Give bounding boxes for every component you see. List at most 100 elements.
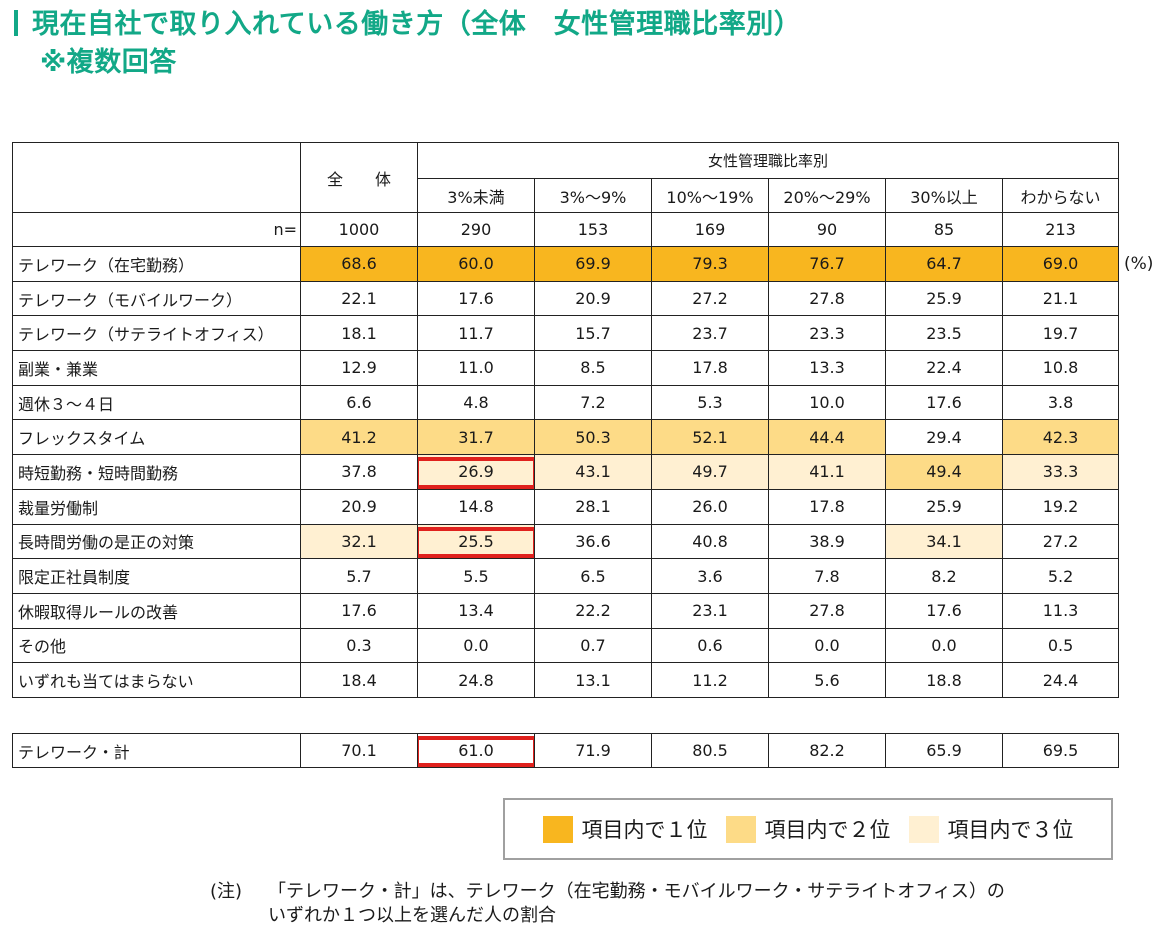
value-cell: 76.7: [768, 246, 886, 282]
footnote-key: (注): [210, 881, 243, 902]
value-cell: 14.8: [417, 488, 535, 525]
value-cell: 27.2: [651, 280, 769, 317]
n-value: 1000: [300, 212, 418, 247]
row-label: 週休３～４日: [12, 384, 301, 421]
value-cell: 10.8: [1001, 350, 1120, 386]
value-cell: 27.8: [768, 592, 886, 629]
n-value: 153: [534, 212, 652, 247]
row-label: その他: [12, 627, 301, 664]
value-cell: 40.8: [651, 523, 769, 560]
column-header: 30%以上: [885, 178, 1003, 213]
row-label: 時短勤務・短時間勤務: [12, 454, 301, 490]
value-cell: 13.4: [417, 592, 535, 629]
value-cell: 23.7: [651, 315, 769, 352]
page-title: 現在自社で取り入れている働き方（全体 女性管理職比率別） ※複数回答: [14, 6, 801, 82]
unit-label: (%): [1124, 254, 1154, 274]
table-row: いずれも当てはまらない 18.4 24.8 13.1 11.2 5.6 18.8 24.4: [12, 662, 1120, 698]
value-cell: 68.6: [300, 246, 418, 282]
legend-label-rank1: 項目内で１位: [581, 818, 708, 842]
value-cell: 23.3: [768, 315, 886, 352]
value-cell: 60.0: [417, 246, 535, 282]
total-value-cell: 82.2: [768, 733, 886, 768]
value-cell: 36.6: [534, 523, 652, 560]
row-label: 限定正社員制度: [12, 558, 301, 594]
value-cell: 5.3: [651, 384, 769, 421]
value-cell: 31.7: [417, 419, 535, 456]
value-cell: 44.4: [768, 419, 886, 456]
row-label: テレワーク（サテライトオフィス）: [12, 315, 301, 352]
value-cell: 26.9: [417, 454, 535, 490]
table-row: その他 0.3 0.0 0.7 0.6 0.0 0.0 0.5: [12, 627, 1120, 664]
value-cell: 22.1: [300, 280, 418, 317]
value-cell: 20.9: [534, 280, 652, 317]
column-header: 3%未満: [417, 178, 535, 213]
value-cell: 11.2: [651, 662, 769, 698]
value-cell: 42.3: [1001, 419, 1120, 456]
value-cell: 50.3: [534, 419, 652, 456]
value-cell: 23.5: [885, 315, 1003, 352]
table-row: 長時間労働の是正の対策 32.1 25.5 36.6 40.8 38.9 34.1 27.2: [12, 523, 1120, 560]
value-cell: 5.2: [1001, 558, 1120, 594]
value-cell: 23.1: [651, 592, 769, 629]
table-row: 裁量労働制 20.9 14.8 28.1 26.0 17.8 25.9 19.2: [12, 488, 1120, 525]
value-cell: 49.4: [885, 454, 1003, 490]
legend-item-rank1: 項目内で１位: [542, 814, 708, 844]
legend-swatch-rank3: [908, 815, 939, 843]
row-label: 休暇取得ルールの改善: [12, 592, 301, 629]
value-cell: 25.9: [885, 280, 1003, 317]
table-row: 副業・兼業 12.9 11.0 8.5 17.8 13.3 22.4 10.8: [12, 350, 1120, 386]
value-cell: 27.2: [1001, 523, 1120, 560]
value-cell: 17.6: [417, 280, 535, 317]
value-cell: 34.1: [885, 523, 1003, 560]
value-cell: 22.2: [534, 592, 652, 629]
value-cell: 18.1: [300, 315, 418, 352]
value-cell: 6.5: [534, 558, 652, 594]
value-cell: 27.8: [768, 280, 886, 317]
value-cell: 12.9: [300, 350, 418, 386]
value-cell: 22.4: [885, 350, 1003, 386]
value-cell: 0.6: [651, 627, 769, 664]
legend-item-rank3: 項目内で３位: [908, 814, 1074, 844]
table-row: テレワーク（在宅勤務） 68.6 60.0 69.9 79.3 76.7 64.7 69.0: [12, 246, 1120, 282]
table-row: テレワーク（モバイルワーク） 22.1 17.6 20.9 27.2 27.8 25.9 21…: [12, 280, 1120, 317]
total-value-cell: 65.9: [885, 733, 1003, 768]
value-cell: 7.8: [768, 558, 886, 594]
value-cell: 6.6: [300, 384, 418, 421]
title-subtitle: ※複数回答: [40, 47, 177, 78]
value-cell: 17.6: [300, 592, 418, 629]
table-row: 限定正社員制度 5.7 5.5 6.5 3.6 7.8 8.2 5.2: [12, 558, 1120, 594]
value-cell: 69.0: [1001, 246, 1120, 282]
value-cell: 17.6: [885, 592, 1003, 629]
value-cell: 18.4: [300, 662, 418, 698]
value-cell: 21.1: [1001, 280, 1120, 317]
value-cell: 24.4: [1001, 662, 1120, 698]
n-value: 213: [1001, 212, 1120, 247]
value-cell: 19.2: [1001, 488, 1120, 525]
n-label: n=: [12, 212, 301, 247]
legend-item-rank2: 項目内で２位: [725, 814, 891, 844]
value-cell: 17.8: [768, 488, 886, 525]
row-label: フレックスタイム: [12, 419, 301, 456]
total-value-cell: 71.9: [534, 733, 652, 768]
row-label: 長時間労働の是正の対策: [12, 523, 301, 560]
value-cell: 33.3: [1001, 454, 1120, 490]
corner-cell: [12, 142, 301, 213]
value-cell: 3.8: [1001, 384, 1120, 421]
value-cell: 20.9: [300, 488, 418, 525]
value-cell: 5.6: [768, 662, 886, 698]
value-cell: 52.1: [651, 419, 769, 456]
total-value-cell: 61.0: [417, 733, 535, 768]
value-cell: 26.0: [651, 488, 769, 525]
header-group: 女性管理職比率別: [416, 142, 1120, 179]
table-row: フレックスタイム 41.2 31.7 50.3 52.1 44.4 29.4 42.3: [12, 419, 1120, 456]
total-row: テレワーク・計 70.1 61.0 71.9 80.5 82.2 65.9 69.5: [12, 733, 1119, 768]
value-cell: 13.1: [534, 662, 652, 698]
value-cell: 32.1: [300, 523, 418, 560]
value-cell: 8.2: [885, 558, 1003, 594]
value-cell: 43.1: [534, 454, 652, 490]
value-cell: 0.5: [1001, 627, 1120, 664]
value-cell: 11.7: [417, 315, 535, 352]
value-cell: 0.7: [534, 627, 652, 664]
total-value-cell: 69.5: [1002, 733, 1119, 768]
value-cell: 5.5: [417, 558, 535, 594]
